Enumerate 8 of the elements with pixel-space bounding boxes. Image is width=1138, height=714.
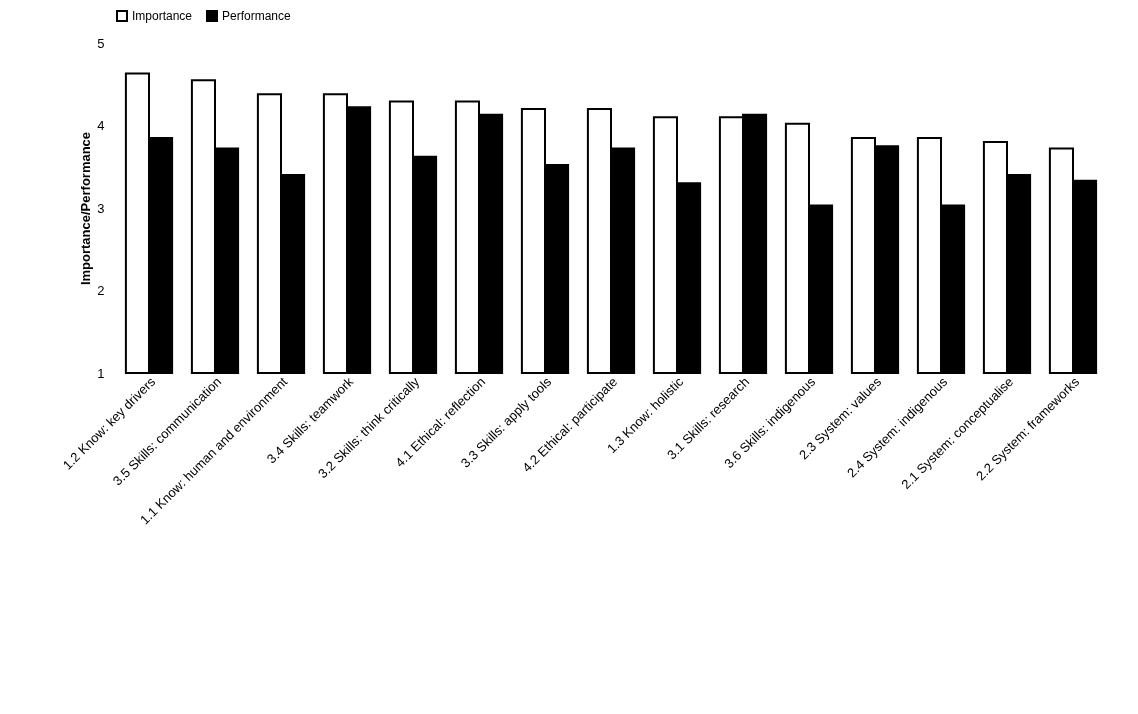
y-tick-label: 4 [97,118,105,133]
y-tick-label: 2 [97,283,105,298]
y-tick-label: 5 [97,35,105,51]
y-axis-title: Importance/Performance [78,131,94,286]
y-tick-label: 1 [97,365,105,381]
legend-label: Performance [222,9,292,23]
y-tick-label: 3 [97,200,105,216]
legend-label: Importance [132,9,193,23]
